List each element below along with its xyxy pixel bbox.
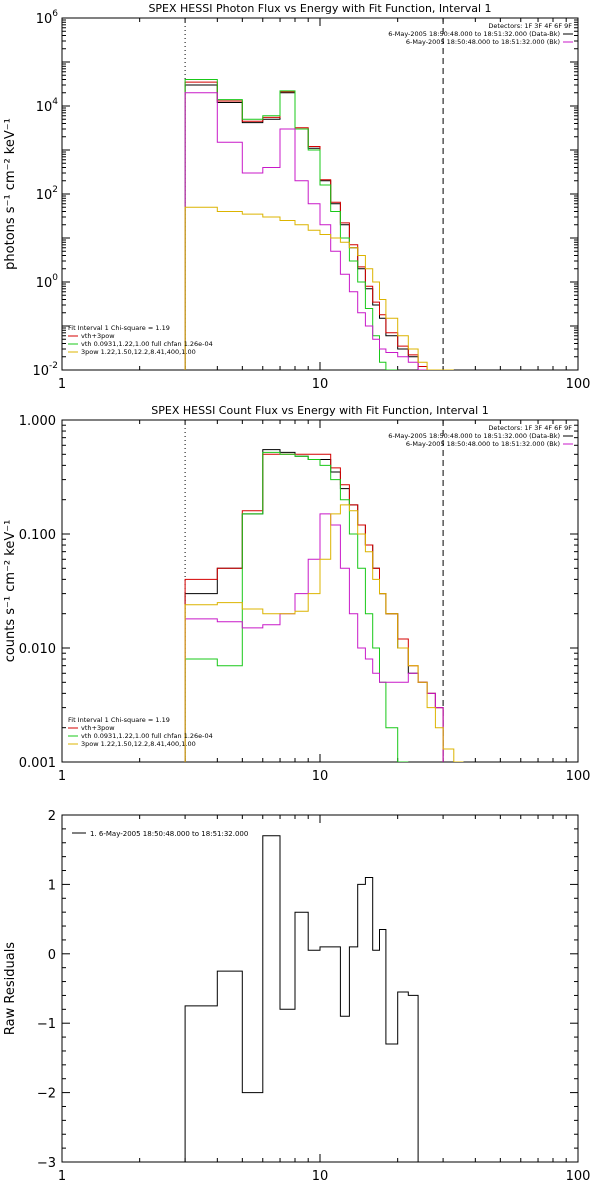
legend-label: 6-May-2005 18:50:48.000 to 18:51:32.000 … <box>388 432 560 440</box>
legend-label: 3pow 1.22,1.50,12.2,8.41,400,1.00 <box>81 348 196 356</box>
legend-label: vth 0.0931,1.22,1.00 full chfan 1.26e-04 <box>81 732 213 740</box>
x-tick-label: 10 <box>312 377 329 392</box>
series-group <box>184 449 464 762</box>
y-tick-exponent: 0 <box>52 273 58 283</box>
panel-1: SPEX HESSI Photon Flux vs Energy with Fi… <box>3 2 590 392</box>
chart-title: SPEX HESSI Photon Flux vs Energy with Fi… <box>148 2 491 15</box>
y-tick-label: 0.010 <box>19 642 56 657</box>
y-tick-label: 102 <box>36 185 58 203</box>
y-tick-exponent: 2 <box>52 185 58 195</box>
series-line <box>184 835 419 1162</box>
series-line <box>184 92 436 370</box>
legend-top: Detectors: 1F 3F 4F 6F 9F6-May-2005 18:5… <box>388 424 573 448</box>
y-tick-label: 0.001 <box>19 756 56 771</box>
legend-top: 1. 6-May-2005 18:50:48.000 to 18:51:32.0… <box>72 830 248 838</box>
panel-3: 1 10 100 −3 −2 −1 0 1 2 Raw Residuals 1. 6-May-200… <box>3 809 590 1184</box>
series-line <box>184 206 454 370</box>
y-tick-label: 2 <box>48 809 56 824</box>
x-tick-label: 1 <box>58 1169 66 1184</box>
legend-label: Fit Interval 1 Chi-square = 1.19 <box>68 324 170 332</box>
y-tick-label: 0 <box>48 948 56 963</box>
y-tick-label: 10-2 <box>32 361 58 379</box>
series-line <box>184 513 444 762</box>
legend-bottom: Fit Interval 1 Chi-square = 1.19vth+3pow… <box>68 324 213 356</box>
x-tick-label: 1 <box>58 769 66 784</box>
y-tick-label: 104 <box>36 97 59 115</box>
x-tick-label: 100 <box>566 769 591 784</box>
panel-2: SPEX HESSI Count Flux vs Energy with Fit… <box>3 404 590 784</box>
y-tick-label: −3 <box>37 1156 56 1171</box>
legend-label: 3pow 1.22,1.50,12.2,8.41,400,1.00 <box>81 740 196 748</box>
plot-frame <box>61 17 579 371</box>
legend-label: vth+3pow <box>81 724 115 732</box>
legend-label: 6-May-2005 18:50:48.000 to 18:51:32.000 … <box>388 30 560 38</box>
series-line <box>184 449 444 762</box>
legend-label: 6-May-2005 18:50:48.000 to 18:51:32.000 … <box>406 440 560 448</box>
y-tick-label: 106 <box>36 9 59 27</box>
y-tick-label: 100 <box>36 273 59 291</box>
y-axis-label: Raw Residuals <box>3 942 18 1035</box>
legend-label: Detectors: 1F 3F 4F 6F 9F <box>488 22 572 30</box>
legend-label: Fit Interval 1 Chi-square = 1.19 <box>68 716 170 724</box>
series-group <box>184 835 419 1162</box>
series-line <box>184 504 464 762</box>
x-tick-label: 10 <box>312 769 329 784</box>
chart-title: SPEX HESSI Count Flux vs Energy with Fit… <box>151 404 488 417</box>
series-line <box>184 453 444 762</box>
series-group <box>184 79 454 370</box>
y-tick-label: −1 <box>37 1017 56 1032</box>
legend-label: vth 0.0931,1.22,1.00 full chfan 1.26e-04 <box>81 340 213 348</box>
y-tick-label: 1 <box>48 878 56 893</box>
legend-label: Detectors: 1F 3F 4F 6F 9F <box>488 424 572 432</box>
series-line <box>184 451 409 762</box>
x-tick-label: 100 <box>566 377 591 392</box>
plot-frame <box>61 814 579 1163</box>
x-tick-label: 1 <box>58 377 66 392</box>
x-tick-label: 10 <box>312 1169 329 1184</box>
legend-bottom: Fit Interval 1 Chi-square = 1.19vth+3pow… <box>68 716 213 748</box>
y-tick-exponent: 4 <box>52 97 58 107</box>
y-axis-label: counts s⁻¹ cm⁻² keV⁻¹ <box>3 520 18 663</box>
y-axis-label: photons s⁻¹ cm⁻² keV⁻¹ <box>3 118 18 270</box>
x-tick-label: 100 <box>566 1169 591 1184</box>
legend-label: vth+3pow <box>81 332 115 340</box>
y-tick-label: 0.100 <box>19 528 56 543</box>
series-line <box>184 81 436 370</box>
y-tick-label: 1.000 <box>19 414 56 429</box>
legend-top: Detectors: 1F 3F 4F 6F 9F6-May-2005 18:5… <box>388 22 573 46</box>
series-line <box>184 79 398 370</box>
y-tick-exponent: -2 <box>49 361 58 371</box>
legend-label: 6-May-2005 18:50:48.000 to 18:51:32.000 … <box>406 38 560 46</box>
y-tick-exponent: 6 <box>52 9 58 19</box>
y-tick-label: −2 <box>37 1087 56 1102</box>
legend-label: 1. 6-May-2005 18:50:48.000 to 18:51:32.0… <box>90 830 248 838</box>
